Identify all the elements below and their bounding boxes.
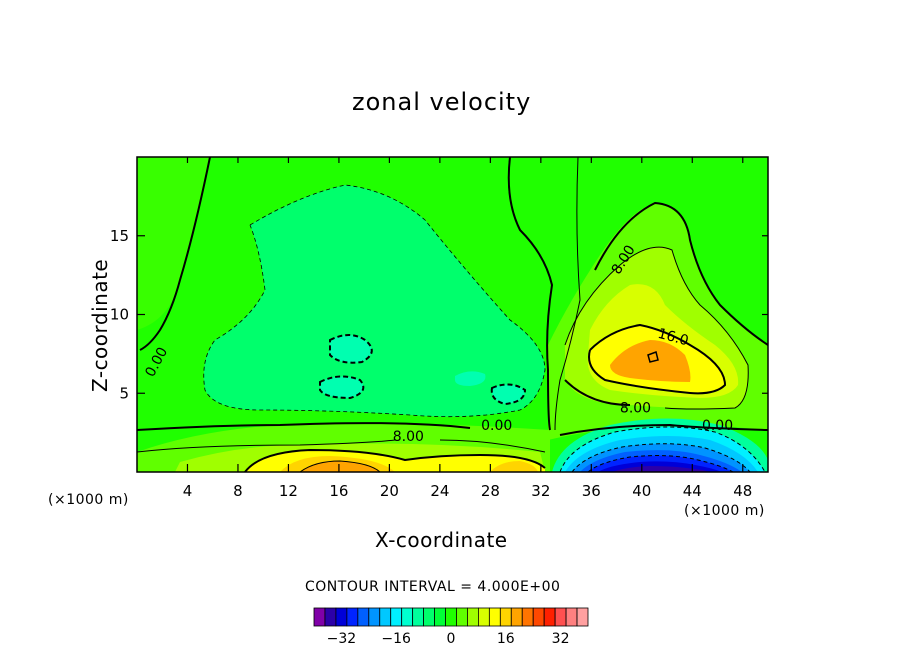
x-tick-label: 12 bbox=[279, 482, 298, 500]
contour-label-text: 8.00 bbox=[620, 400, 651, 416]
x-tick-label: 20 bbox=[380, 482, 399, 500]
x-axis-ticks: 4 8 12 16 20 24 28 32 36 40 44 48 bbox=[183, 157, 752, 500]
x-tick-label: 48 bbox=[733, 482, 752, 500]
colorbar-swatch bbox=[434, 607, 446, 627]
contour-interval-text: CONTOUR INTERVAL = 4.000E+00 bbox=[305, 579, 561, 595]
contour-thin-center bbox=[554, 157, 581, 431]
contour-neg-jet-1 bbox=[559, 426, 766, 472]
colorbar-swatch bbox=[423, 607, 435, 627]
fill-negative-lobe bbox=[203, 185, 545, 417]
contour-peak-right bbox=[647, 351, 659, 363]
colorbar-swatch bbox=[554, 607, 567, 627]
contour-label: 8.00 bbox=[393, 429, 424, 445]
contour-neg-patch-1 bbox=[329, 334, 373, 364]
colorbar-swatch bbox=[390, 607, 403, 627]
colorbar-tick-label: 16 bbox=[497, 631, 515, 647]
colorbar-swatch bbox=[532, 607, 545, 627]
contour-neg-patch-3 bbox=[490, 383, 527, 406]
colorbar-tick-label: 0 bbox=[447, 631, 456, 647]
colorbar-swatch bbox=[368, 607, 381, 627]
colorbar-swatch bbox=[521, 607, 534, 627]
contour-label: 16.0 bbox=[656, 326, 690, 350]
colorbar-swatch bbox=[346, 607, 359, 627]
contour-label: 0.00 bbox=[481, 418, 512, 434]
x-unit-label-left: (×1000 m) bbox=[48, 492, 129, 508]
contour-label-text: 8.00 bbox=[393, 429, 424, 445]
contour-label-text: 0.00 bbox=[702, 418, 733, 434]
colorbar-swatch bbox=[576, 607, 589, 627]
x-axis-label: X-coordinate bbox=[375, 528, 508, 552]
contour-lower-1 bbox=[137, 439, 396, 453]
filled-contours bbox=[137, 157, 768, 472]
fill-neg-patch-4 bbox=[491, 384, 525, 404]
x-tick-label: 28 bbox=[481, 482, 500, 500]
colorbar: −32 −16 0 16 32 bbox=[313, 607, 589, 647]
x-tick-label: 4 bbox=[183, 482, 193, 500]
colorbar-swatch bbox=[477, 607, 490, 627]
contour-eight-bottom bbox=[244, 448, 546, 472]
contour-lower-1b bbox=[439, 439, 546, 453]
y-tick-label: 10 bbox=[110, 306, 129, 324]
colorbar-swatch bbox=[412, 607, 425, 627]
x-tick-label: 24 bbox=[430, 482, 449, 500]
colorbar-swatch bbox=[379, 607, 392, 627]
colorbar-swatch bbox=[324, 607, 337, 627]
colorbar-swatch bbox=[565, 607, 578, 627]
colorbar-swatch bbox=[401, 607, 414, 627]
contour-eight-right bbox=[594, 201, 768, 346]
chart-title: zonal velocity bbox=[352, 88, 532, 116]
contour-label: 0.00 bbox=[702, 418, 733, 434]
contour-zero-bottom bbox=[137, 422, 471, 431]
contour-neg-jet-2 bbox=[571, 443, 751, 472]
fill-left-upper bbox=[137, 157, 210, 330]
colorbar-swatch bbox=[543, 607, 556, 627]
colorbar-swatch bbox=[313, 607, 326, 627]
colorbar-swatch bbox=[357, 607, 370, 627]
fill-lower-jet-core-2 bbox=[490, 461, 538, 472]
contour-zero-center bbox=[507, 157, 554, 431]
colorbar-tick-label: −32 bbox=[327, 631, 357, 647]
colorbar-swatch bbox=[445, 607, 457, 627]
colorbar-swatch bbox=[488, 607, 501, 627]
contour-sixteen bbox=[588, 323, 727, 395]
x-tick-label: 40 bbox=[632, 482, 651, 500]
contour-eight-lower-right bbox=[564, 379, 631, 406]
fill-neg-jet-8 bbox=[612, 466, 710, 472]
contour-label: 8.00 bbox=[620, 400, 651, 416]
colorbar-swatch bbox=[510, 607, 523, 627]
x-unit-label-right: (×1000 m) bbox=[684, 503, 765, 519]
contour-lines bbox=[137, 157, 768, 472]
x-tick-label: 8 bbox=[233, 482, 243, 500]
colorbar-swatch bbox=[456, 607, 468, 627]
contour-neg-jet-3 bbox=[587, 455, 734, 472]
colorbar-tick-label: −16 bbox=[381, 631, 411, 647]
contour-zero-left bbox=[139, 157, 211, 351]
colorbar-swatch bbox=[499, 607, 512, 627]
colorbar-swatch bbox=[335, 607, 348, 627]
colorbar-swatch bbox=[467, 607, 479, 627]
fill-neg-patch-2 bbox=[320, 376, 364, 398]
contour-neg-patch-2 bbox=[319, 375, 365, 400]
contour-label-text: 0.00 bbox=[481, 418, 512, 434]
y-axis-ticks: 5 10 15 bbox=[110, 227, 768, 402]
y-tick-label: 15 bbox=[110, 227, 129, 245]
x-tick-label: 32 bbox=[531, 482, 550, 500]
fill-neg-patch-1 bbox=[330, 335, 372, 363]
contour-right-thin bbox=[564, 246, 749, 410]
y-tick-label: 5 bbox=[119, 384, 129, 402]
x-tick-label: 36 bbox=[582, 482, 601, 500]
x-tick-label: 44 bbox=[683, 482, 702, 500]
x-tick-label: 16 bbox=[329, 482, 348, 500]
contour-lower-peak bbox=[299, 460, 381, 472]
colorbar-tick-label: 32 bbox=[552, 631, 570, 647]
contour-neg-lobe bbox=[203, 184, 546, 418]
y-axis-label: Z-coordinate bbox=[88, 258, 112, 392]
fill-neg-patch-3 bbox=[455, 371, 486, 386]
contour-zero-right bbox=[559, 423, 768, 436]
contour-label-text: 16.0 bbox=[656, 326, 690, 350]
